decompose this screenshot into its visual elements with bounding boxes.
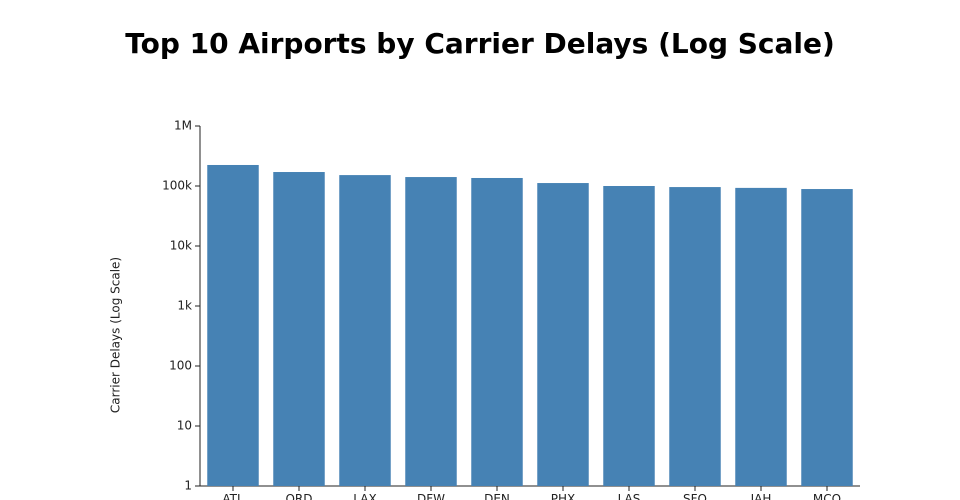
bar [735,187,787,486]
x-tick-label: LAX [353,492,376,500]
bar [207,164,259,487]
y-tick-label: 1M [174,119,192,133]
bar [339,175,391,486]
x-tick-label: ORD [285,492,312,500]
x-tick-label: DFW [417,492,445,500]
bar [273,172,325,486]
x-tick-label: DEN [484,492,510,500]
x-tick-label: PHX [551,492,575,500]
y-tick-label: 100 [169,359,192,373]
bar [537,183,589,486]
x-tick-label: SFO [683,492,707,500]
y-tick-label: 1 [184,479,192,493]
bar [669,187,721,486]
x-tick-label: ATL [222,492,244,500]
chart-title: Top 10 Airports by Carrier Delays (Log S… [125,27,835,60]
y-tick-label: 100k [162,179,192,193]
bar [603,186,655,486]
y-tick-label: 1k [177,299,192,313]
bar [801,189,853,486]
bar [405,177,457,486]
x-tick-label: MCO [813,492,841,500]
y-tick-label: 10k [170,239,192,253]
y-tick-label: 10 [177,419,192,433]
x-tick-label: LAS [618,492,641,500]
y-axis-title: Carrier Delays (Log Scale) [109,257,123,413]
x-tick-label: IAH [751,492,772,500]
bar [471,177,523,486]
